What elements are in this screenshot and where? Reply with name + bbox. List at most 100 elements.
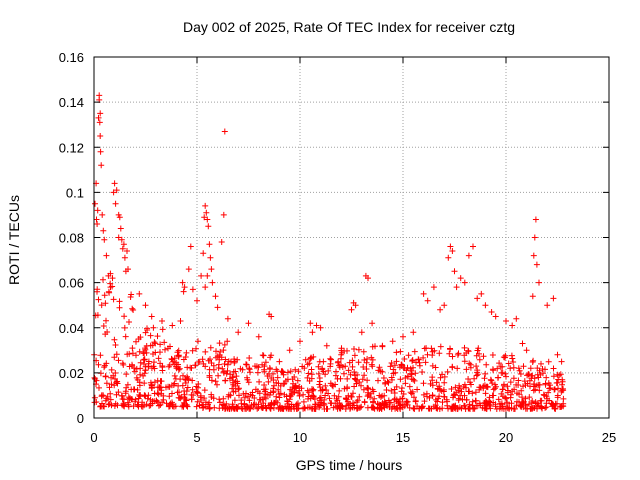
- data-point: [518, 387, 525, 394]
- data-point: [398, 385, 405, 392]
- data-point: [363, 366, 370, 372]
- data-point: [447, 346, 454, 353]
- data-point: [383, 387, 390, 393]
- data-point: [181, 388, 188, 394]
- data-point: [282, 403, 289, 410]
- data-point: [135, 403, 142, 410]
- data-point: [151, 390, 158, 397]
- data-point: [540, 391, 547, 398]
- data-point: [156, 402, 163, 409]
- data-point: [97, 403, 104, 409]
- data-point: [539, 405, 545, 412]
- data-point: [155, 355, 162, 362]
- data-point: [364, 356, 371, 362]
- data-point: [122, 333, 129, 340]
- data-point: [534, 400, 541, 407]
- data-point: [481, 375, 488, 382]
- data-point: [437, 343, 444, 350]
- data-point: [411, 405, 418, 412]
- y-tick-label: 0.14: [59, 95, 84, 110]
- data-point: [433, 405, 440, 412]
- data-point: [385, 379, 392, 386]
- data-point: [432, 364, 439, 371]
- data-point: [310, 353, 317, 360]
- data-point: [315, 370, 322, 377]
- data-point: [307, 320, 314, 327]
- data-point: [470, 243, 476, 250]
- data-point: [473, 363, 480, 370]
- data-point: [194, 398, 201, 405]
- data-point: [344, 375, 351, 382]
- data-point: [195, 384, 201, 391]
- data-point: [262, 395, 269, 402]
- data-point: [207, 344, 214, 351]
- data-point: [262, 359, 269, 366]
- data-point: [135, 395, 142, 402]
- data-point: [437, 306, 444, 313]
- data-point: [451, 268, 458, 275]
- data-point: [507, 394, 514, 401]
- data-point: [377, 402, 384, 409]
- data-point: [165, 383, 172, 390]
- data-point: [335, 358, 342, 365]
- data-point: [351, 383, 358, 390]
- data-point: [187, 243, 194, 250]
- data-point: [445, 254, 452, 261]
- data-point: [444, 368, 451, 375]
- data-point: [280, 381, 287, 388]
- data-point: [390, 366, 397, 373]
- data-point: [165, 403, 172, 410]
- data-point: [515, 377, 522, 384]
- data-point: [236, 385, 242, 392]
- data-point: [305, 393, 312, 400]
- data-point: [449, 363, 456, 370]
- data-point: [120, 396, 127, 403]
- data-point: [346, 359, 353, 366]
- data-point: [185, 266, 192, 273]
- data-point: [103, 317, 109, 324]
- data-point: [112, 200, 119, 207]
- data-point: [101, 364, 108, 371]
- chart-title: Day 002 of 2025, Rate Of TEC Index for r…: [183, 19, 515, 35]
- data-point: [544, 302, 551, 309]
- data-point: [276, 391, 282, 397]
- data-point: [121, 313, 128, 320]
- data-point: [201, 395, 208, 402]
- y-tick-label: 0.06: [59, 276, 84, 291]
- data-point: [327, 355, 334, 362]
- data-point: [399, 395, 406, 402]
- data-point: [327, 363, 334, 370]
- data-point: [457, 392, 464, 399]
- data-point: [510, 375, 517, 382]
- data-point: [457, 275, 464, 282]
- data-point: [559, 402, 566, 409]
- data-point: [256, 396, 263, 403]
- data-point: [316, 358, 323, 365]
- data-point: [356, 393, 363, 400]
- data-point: [360, 386, 367, 393]
- data-point: [261, 363, 268, 370]
- data-point: [347, 371, 354, 378]
- data-point: [145, 358, 152, 365]
- data-point: [391, 396, 398, 403]
- data-point: [554, 394, 561, 401]
- data-point: [482, 302, 489, 309]
- x-tick-label: 0: [90, 430, 97, 445]
- data-point: [97, 148, 104, 155]
- data-point: [389, 376, 395, 383]
- data-point: [474, 371, 481, 378]
- data-point: [231, 356, 238, 363]
- data-point: [397, 348, 404, 355]
- data-point: [504, 383, 511, 390]
- data-point: [101, 292, 108, 299]
- data-point: [141, 370, 148, 377]
- data-point: [357, 404, 364, 411]
- data-point: [102, 373, 109, 380]
- data-point: [292, 366, 299, 373]
- data-point: [256, 378, 263, 385]
- data-point: [326, 395, 333, 402]
- data-point: [108, 381, 115, 388]
- data-point: [305, 370, 312, 377]
- data-point: [102, 300, 109, 307]
- data-point: [180, 372, 186, 379]
